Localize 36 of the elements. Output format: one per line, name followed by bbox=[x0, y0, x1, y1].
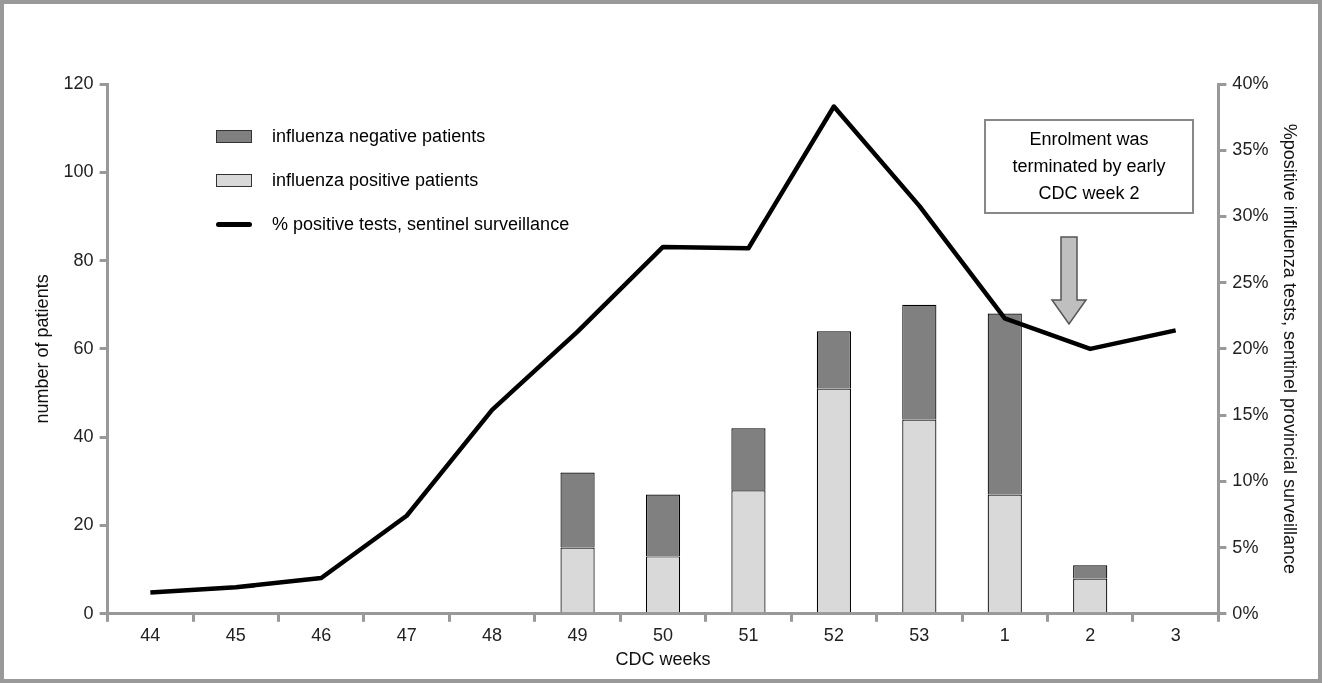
x-tick-label: 45 bbox=[225, 624, 246, 645]
y2-tick-label: 0% bbox=[1232, 602, 1259, 623]
y2-axis-title: %positive influenza tests, sentinel provincial surveillance bbox=[1280, 123, 1301, 575]
x-tick-label: 51 bbox=[738, 624, 759, 645]
x-tick-label: 47 bbox=[396, 624, 417, 645]
x-tick-label: 3 bbox=[1170, 624, 1181, 645]
y-tick-label: 120 bbox=[63, 72, 94, 93]
y2-tick-label: 40% bbox=[1232, 72, 1269, 93]
x-tick-label: 46 bbox=[311, 624, 332, 645]
y2-tick-label: 25% bbox=[1232, 271, 1269, 292]
y-tick-label: 100 bbox=[63, 161, 94, 182]
x-tick-label: 48 bbox=[482, 624, 503, 645]
y-tick-label: 80 bbox=[73, 249, 94, 270]
y-tick-label: 0 bbox=[83, 602, 94, 623]
x-tick-label: 52 bbox=[823, 624, 844, 645]
legend-label: influenza positive patients bbox=[272, 169, 479, 191]
y-axis-title: number of patients bbox=[31, 274, 52, 424]
x-tick-label: 49 bbox=[567, 624, 588, 645]
legend-label: influenza negative patients bbox=[272, 125, 486, 147]
y2-tick-label: 20% bbox=[1232, 337, 1269, 358]
y2-tick-label: 15% bbox=[1232, 404, 1269, 425]
y2-tick-label: 35% bbox=[1232, 139, 1269, 160]
y-tick-label: 40 bbox=[73, 426, 94, 447]
y2-tick-label: 10% bbox=[1232, 470, 1269, 491]
x-tick-label: 44 bbox=[140, 624, 161, 645]
annotation: Enrolment was terminated by early CDC week 2 bbox=[1011, 128, 1167, 205]
y2-tick-label: 30% bbox=[1232, 205, 1269, 226]
x-tick-label: 53 bbox=[909, 624, 930, 645]
x-tick-label: 2 bbox=[1085, 624, 1096, 645]
x-axis-title: CDC weeks bbox=[615, 649, 711, 670]
y-tick-label: 20 bbox=[73, 514, 94, 535]
x-tick-label: 50 bbox=[652, 624, 674, 645]
legend-label: % positive tests, sentinel surveillance bbox=[272, 213, 570, 235]
x-tick-label: 1 bbox=[999, 624, 1010, 645]
y2-tick-label: 5% bbox=[1232, 536, 1259, 557]
y-tick-label: 60 bbox=[73, 337, 94, 358]
